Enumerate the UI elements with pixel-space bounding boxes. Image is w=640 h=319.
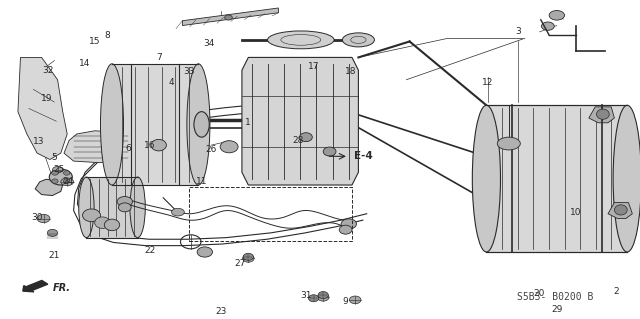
Ellipse shape — [323, 147, 336, 156]
Text: 11: 11 — [196, 177, 207, 186]
Ellipse shape — [342, 33, 374, 47]
Ellipse shape — [243, 253, 253, 260]
Text: 28: 28 — [292, 136, 303, 145]
Ellipse shape — [104, 219, 120, 231]
Ellipse shape — [130, 177, 145, 238]
Text: 13: 13 — [33, 137, 44, 146]
Text: 5: 5 — [52, 153, 57, 162]
Ellipse shape — [596, 109, 609, 119]
Ellipse shape — [614, 205, 627, 215]
Ellipse shape — [47, 229, 58, 236]
Text: 33: 33 — [183, 67, 195, 76]
Ellipse shape — [497, 137, 520, 150]
Text: 4: 4 — [169, 78, 174, 87]
Ellipse shape — [172, 208, 184, 216]
Bar — [112, 64, 198, 185]
Polygon shape — [242, 57, 358, 185]
Text: 24: 24 — [62, 177, 74, 186]
Text: 25: 25 — [53, 165, 65, 174]
Text: 23: 23 — [215, 307, 227, 315]
Polygon shape — [608, 203, 632, 219]
Ellipse shape — [61, 178, 74, 186]
Polygon shape — [182, 8, 278, 26]
Text: 10: 10 — [570, 208, 582, 217]
Text: 26: 26 — [205, 145, 217, 154]
Ellipse shape — [52, 167, 63, 173]
Polygon shape — [18, 57, 67, 160]
Ellipse shape — [100, 64, 124, 185]
Ellipse shape — [63, 171, 70, 175]
Ellipse shape — [339, 225, 352, 234]
Text: 34: 34 — [204, 39, 215, 48]
Text: FR.: FR. — [52, 283, 70, 293]
Text: 16: 16 — [144, 141, 156, 150]
Text: 30: 30 — [31, 213, 43, 222]
Ellipse shape — [117, 197, 132, 207]
Ellipse shape — [194, 112, 209, 137]
Text: E-4: E-4 — [354, 151, 372, 161]
Ellipse shape — [49, 169, 72, 185]
Ellipse shape — [268, 31, 334, 49]
Polygon shape — [35, 179, 63, 196]
Text: 27: 27 — [234, 259, 246, 268]
Bar — [189, 187, 352, 241]
Ellipse shape — [83, 209, 100, 222]
Text: 8: 8 — [105, 31, 110, 40]
Ellipse shape — [243, 255, 254, 262]
Text: 7: 7 — [156, 53, 161, 62]
Ellipse shape — [472, 105, 500, 252]
Ellipse shape — [225, 15, 232, 20]
Text: 17: 17 — [308, 63, 319, 71]
Text: 32: 32 — [42, 66, 54, 75]
Ellipse shape — [187, 64, 210, 185]
Ellipse shape — [197, 247, 212, 257]
Ellipse shape — [541, 22, 554, 30]
Text: 9: 9 — [343, 297, 348, 306]
Text: 29: 29 — [551, 305, 563, 314]
Ellipse shape — [63, 179, 70, 183]
Ellipse shape — [308, 295, 319, 302]
Text: 21: 21 — [49, 251, 60, 260]
Ellipse shape — [220, 141, 238, 153]
Text: 1: 1 — [246, 118, 251, 127]
Text: 15: 15 — [89, 37, 100, 46]
Text: 14: 14 — [79, 59, 90, 68]
Text: S5B3- B0200 B: S5B3- B0200 B — [517, 292, 594, 302]
Text: 20: 20 — [534, 289, 545, 298]
Ellipse shape — [118, 203, 131, 212]
Ellipse shape — [613, 105, 640, 252]
Ellipse shape — [52, 171, 58, 175]
Text: 12: 12 — [482, 78, 493, 87]
Text: 31: 31 — [300, 291, 312, 300]
Text: 6: 6 — [125, 144, 131, 153]
Ellipse shape — [300, 133, 312, 142]
Polygon shape — [64, 131, 134, 163]
Ellipse shape — [317, 293, 329, 301]
Bar — [486, 105, 627, 252]
Ellipse shape — [79, 177, 94, 238]
Text: 18: 18 — [345, 67, 356, 76]
Ellipse shape — [52, 179, 58, 183]
Ellipse shape — [318, 292, 328, 299]
Polygon shape — [589, 107, 614, 123]
Ellipse shape — [349, 296, 361, 304]
Ellipse shape — [341, 219, 356, 229]
Ellipse shape — [151, 139, 166, 151]
Ellipse shape — [549, 11, 564, 20]
Ellipse shape — [95, 217, 110, 228]
Text: 22: 22 — [145, 246, 156, 255]
Text: 19: 19 — [41, 94, 52, 103]
Ellipse shape — [37, 214, 50, 223]
FancyArrow shape — [23, 280, 48, 292]
Text: 2: 2 — [613, 287, 618, 296]
Bar — [86, 177, 138, 238]
Text: 3: 3 — [516, 27, 521, 36]
